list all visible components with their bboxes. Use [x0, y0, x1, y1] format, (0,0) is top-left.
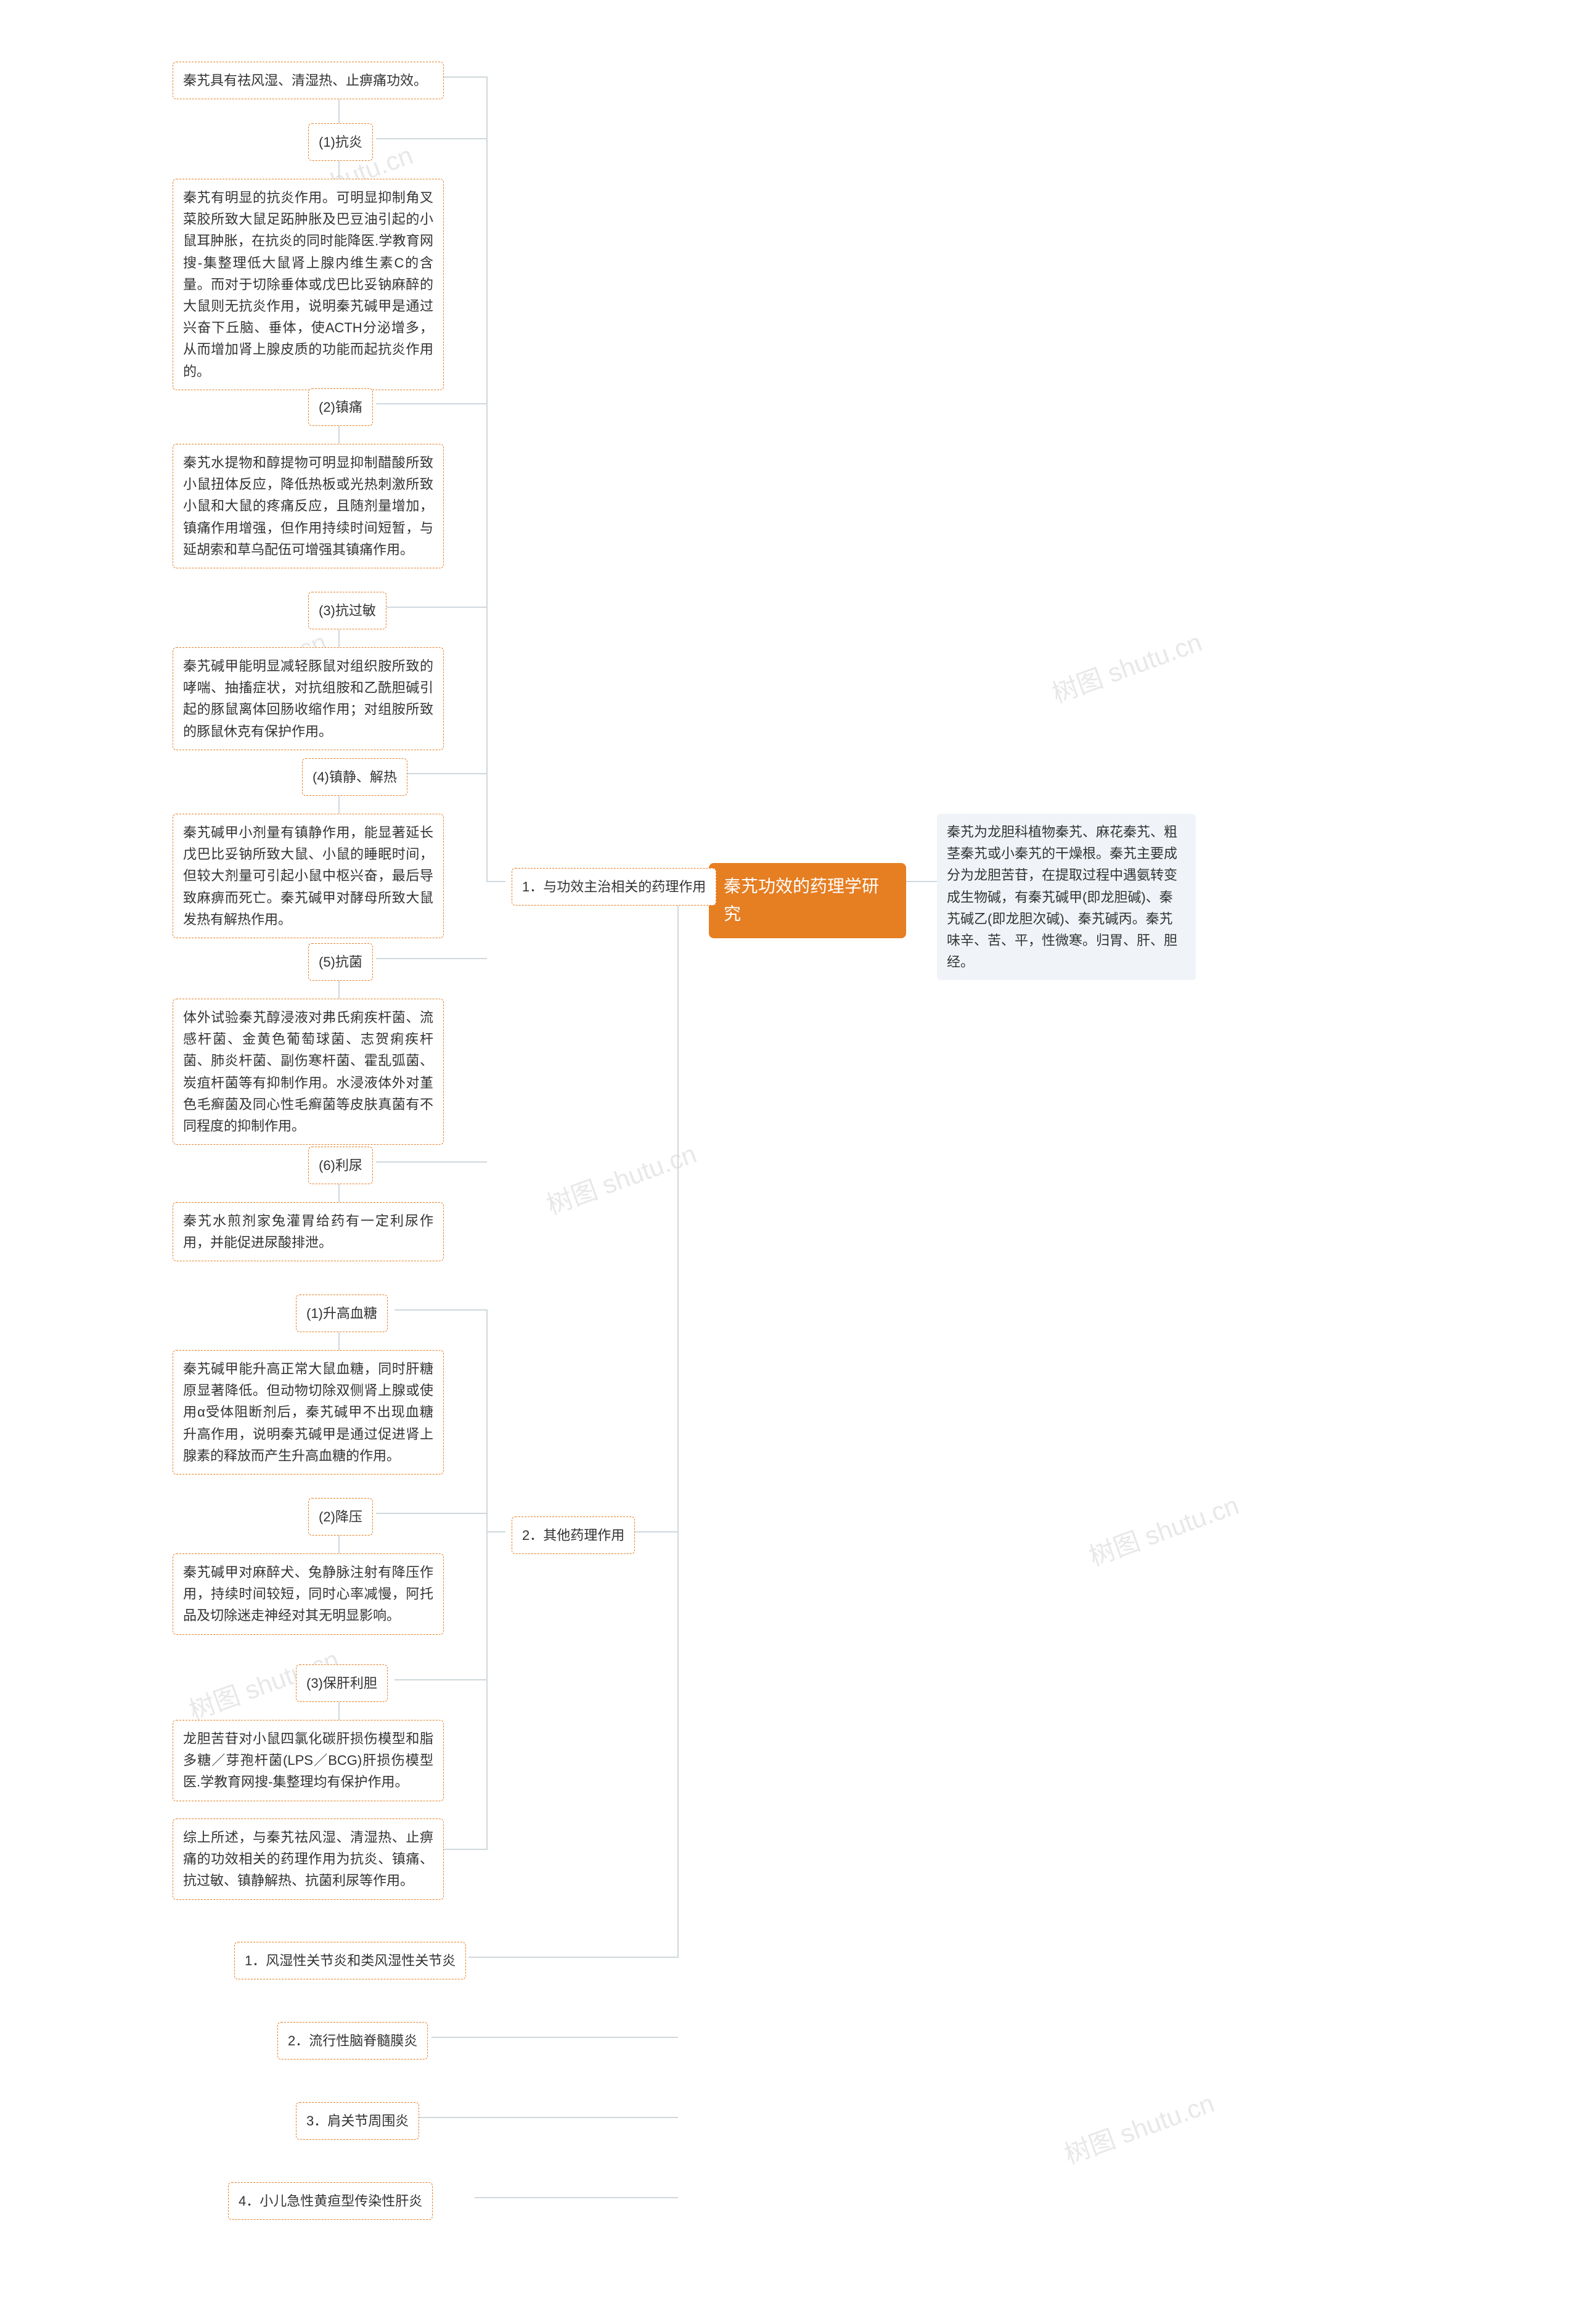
s1-sub-1: (1)抗炎: [308, 123, 373, 161]
s1-sub-4: (4)镇静、解热: [302, 758, 407, 796]
s2-sub-1: (1)升高血糖: [296, 1295, 388, 1332]
section-3: 1．风湿性关节炎和类风湿性关节炎: [234, 1942, 466, 1979]
detail-text: 秦艽碱甲能升高正常大鼠血糖，同时肝糖原显著降低。但动物切除双侧肾上腺或使用α受体…: [183, 1361, 433, 1463]
detail-text: 秦艽碱甲能明显减轻豚鼠对组织胺所致的哮喘、抽搐症状，对抗组胺和乙酰胆碱引起的豚鼠…: [183, 658, 433, 739]
s1-sub-3: (3)抗过敏: [308, 592, 386, 629]
detail-text: 综上所述，与秦艽祛风湿、清湿热、止痹痛的功效相关的药理作用为抗炎、镇痛、抗过敏、…: [183, 1830, 433, 1888]
s2-summary: 综上所述，与秦艽祛风湿、清湿热、止痹痛的功效相关的药理作用为抗炎、镇痛、抗过敏、…: [173, 1819, 444, 1900]
section-label: 4．小儿急性黄疸型传染性肝炎: [239, 2190, 422, 2212]
section-4: 2．流行性脑脊髓膜炎: [277, 2022, 428, 2060]
s2-detail-3: 龙胆苦苷对小鼠四氯化碳肝损伤模型和脂多糖／芽孢杆菌(LPS／BCG)肝损伤模型医…: [173, 1720, 444, 1801]
sub-label: (3)保肝利胆: [306, 1672, 377, 1694]
section-label: 1．风湿性关节炎和类风湿性关节炎: [245, 1950, 456, 1971]
sub-label: (4)镇静、解热: [313, 766, 397, 788]
section-2: 2．其他药理作用: [512, 1516, 635, 1554]
detail-text: 秦艽水煎剂家兔灌胃给药有一定利尿作用，并能促进尿酸排泄。: [183, 1213, 433, 1250]
sub-label: (5)抗菌: [319, 951, 362, 973]
root-title: 秦艽功效的药理学研究: [724, 877, 879, 923]
s1-sub-2: (2)镇痛: [308, 388, 373, 426]
s1-detail-4: 秦艽碱甲小剂量有镇静作用，能显著延长戊巴比妥钠所致大鼠、小鼠的睡眠时间，但较大剂…: [173, 814, 444, 938]
description-node: 秦艽为龙胆科植物秦艽、麻花秦艽、粗茎秦艽或小秦艽的干燥根。秦艽主要成分为龙胆苦苷…: [937, 814, 1196, 980]
detail-text: 体外试验秦艽醇浸液对弗氏痢疾杆菌、流感杆菌、金黄色葡萄球菌、志贺痢疾杆菌、肺炎杆…: [183, 1010, 433, 1134]
description-text: 秦艽为龙胆科植物秦艽、麻花秦艽、粗茎秦艽或小秦艽的干燥根。秦艽主要成分为龙胆苦苷…: [947, 824, 1177, 970]
s1-head: 秦艽具有祛风湿、清湿热、止痹痛功效。: [173, 62, 444, 99]
section-5: 3．肩关节周围炎: [296, 2102, 419, 2140]
s2-sub-3: (3)保肝利胆: [296, 1664, 388, 1702]
detail-text: 秦艽碱甲小剂量有镇静作用，能显著延长戊巴比妥钠所致大鼠、小鼠的睡眠时间，但较大剂…: [183, 825, 433, 927]
watermark: 树图 shutu.cn: [541, 1133, 701, 1222]
section-label: 3．肩关节周围炎: [306, 2110, 409, 2132]
detail-text: 秦艽有明显的抗炎作用。可明显抑制角叉菜胶所致大鼠足跖肿胀及巴豆油引起的小鼠耳肿胀…: [183, 190, 433, 379]
section-label: 2．流行性脑脊髓膜炎: [288, 2030, 417, 2052]
s1-detail-5: 体外试验秦艽醇浸液对弗氏痢疾杆菌、流感杆菌、金黄色葡萄球菌、志贺痢疾杆菌、肺炎杆…: [173, 999, 444, 1145]
s1-sub-5: (5)抗菌: [308, 943, 373, 981]
detail-text: 秦艽水提物和醇提物可明显抑制醋酸所致小鼠扭体反应，降低热板或光热刺激所致小鼠和大…: [183, 455, 433, 557]
s1-detail-6: 秦艽水煎剂家兔灌胃给药有一定利尿作用，并能促进尿酸排泄。: [173, 1202, 444, 1261]
s1-detail-2: 秦艽水提物和醇提物可明显抑制醋酸所致小鼠扭体反应，降低热板或光热刺激所致小鼠和大…: [173, 444, 444, 568]
s2-detail-2: 秦艽碱甲对麻醉犬、兔静脉注射有降压作用，持续时间较短，同时心率减慢，阿托品及切除…: [173, 1553, 444, 1635]
s2-sub-2: (2)降压: [308, 1498, 373, 1536]
detail-text: 秦艽具有祛风湿、清湿热、止痹痛功效。: [183, 73, 427, 88]
s1-detail-1: 秦艽有明显的抗炎作用。可明显抑制角叉菜胶所致大鼠足跖肿胀及巴豆油引起的小鼠耳肿胀…: [173, 179, 444, 390]
s2-detail-1: 秦艽碱甲能升高正常大鼠血糖，同时肝糖原显著降低。但动物切除双侧肾上腺或使用α受体…: [173, 1350, 444, 1475]
sub-label: (1)抗炎: [319, 131, 362, 153]
detail-text: 龙胆苦苷对小鼠四氯化碳肝损伤模型和脂多糖／芽孢杆菌(LPS／BCG)肝损伤模型医…: [183, 1731, 433, 1790]
s1-sub-6: (6)利尿: [308, 1147, 373, 1184]
section-label: 1．与功效主治相关的药理作用: [522, 876, 706, 898]
watermark: 树图 shutu.cn: [1083, 1484, 1243, 1573]
watermark: 树图 shutu.cn: [1058, 2082, 1219, 2171]
section-1: 1．与功效主治相关的药理作用: [512, 868, 716, 906]
section-label: 2．其他药理作用: [522, 1524, 624, 1546]
sub-label: (6)利尿: [319, 1155, 362, 1176]
detail-text: 秦艽碱甲对麻醉犬、兔静脉注射有降压作用，持续时间较短，同时心率减慢，阿托品及切除…: [183, 1565, 433, 1623]
sub-label: (2)镇痛: [319, 396, 362, 418]
sub-label: (2)降压: [319, 1506, 362, 1528]
watermark: 树图 shutu.cn: [1046, 621, 1206, 710]
sub-label: (1)升高血糖: [306, 1303, 377, 1324]
sub-label: (3)抗过敏: [319, 600, 376, 621]
s1-detail-3: 秦艽碱甲能明显减轻豚鼠对组织胺所致的哮喘、抽搐症状，对抗组胺和乙酰胆碱引起的豚鼠…: [173, 647, 444, 750]
section-6: 4．小儿急性黄疸型传染性肝炎: [228, 2182, 433, 2220]
root-node: 秦艽功效的药理学研究: [709, 863, 906, 938]
